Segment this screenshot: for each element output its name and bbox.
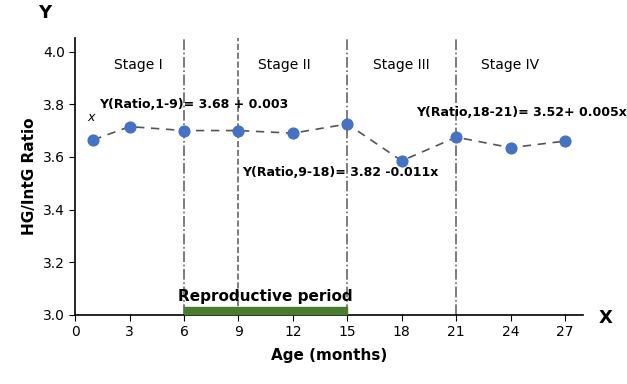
Bar [184,307,347,314]
Text: Stage III: Stage III [374,58,430,72]
Text: Reproductive period: Reproductive period [178,290,353,305]
Text: X: X [598,309,612,327]
Text: Stage IV: Stage IV [482,58,540,72]
Point [397,158,407,164]
Point [342,121,352,127]
Point [505,145,515,151]
Text: Stage I: Stage I [114,58,163,72]
Point [179,127,189,134]
Text: Stage II: Stage II [258,58,310,72]
Text: x: x [87,111,94,124]
Point [451,134,461,140]
Point [88,137,98,143]
Y-axis label: HG/IntG Ratio: HG/IntG Ratio [23,118,37,235]
Point [560,138,570,144]
Text: Y: Y [38,4,51,22]
Text: Y(Ratio,9-18)= 3.82 -0.011x: Y(Ratio,9-18)= 3.82 -0.011x [242,166,438,179]
Point [125,124,135,130]
Point [233,127,243,134]
Text: Y(Ratio,1-9)= 3.68 + 0.003: Y(Ratio,1-9)= 3.68 + 0.003 [99,98,288,111]
Text: Y(Ratio,18-21)= 3.52+ 0.005x: Y(Ratio,18-21)= 3.52+ 0.005x [416,106,627,119]
Point [288,130,298,136]
X-axis label: Age (months): Age (months) [271,348,387,362]
